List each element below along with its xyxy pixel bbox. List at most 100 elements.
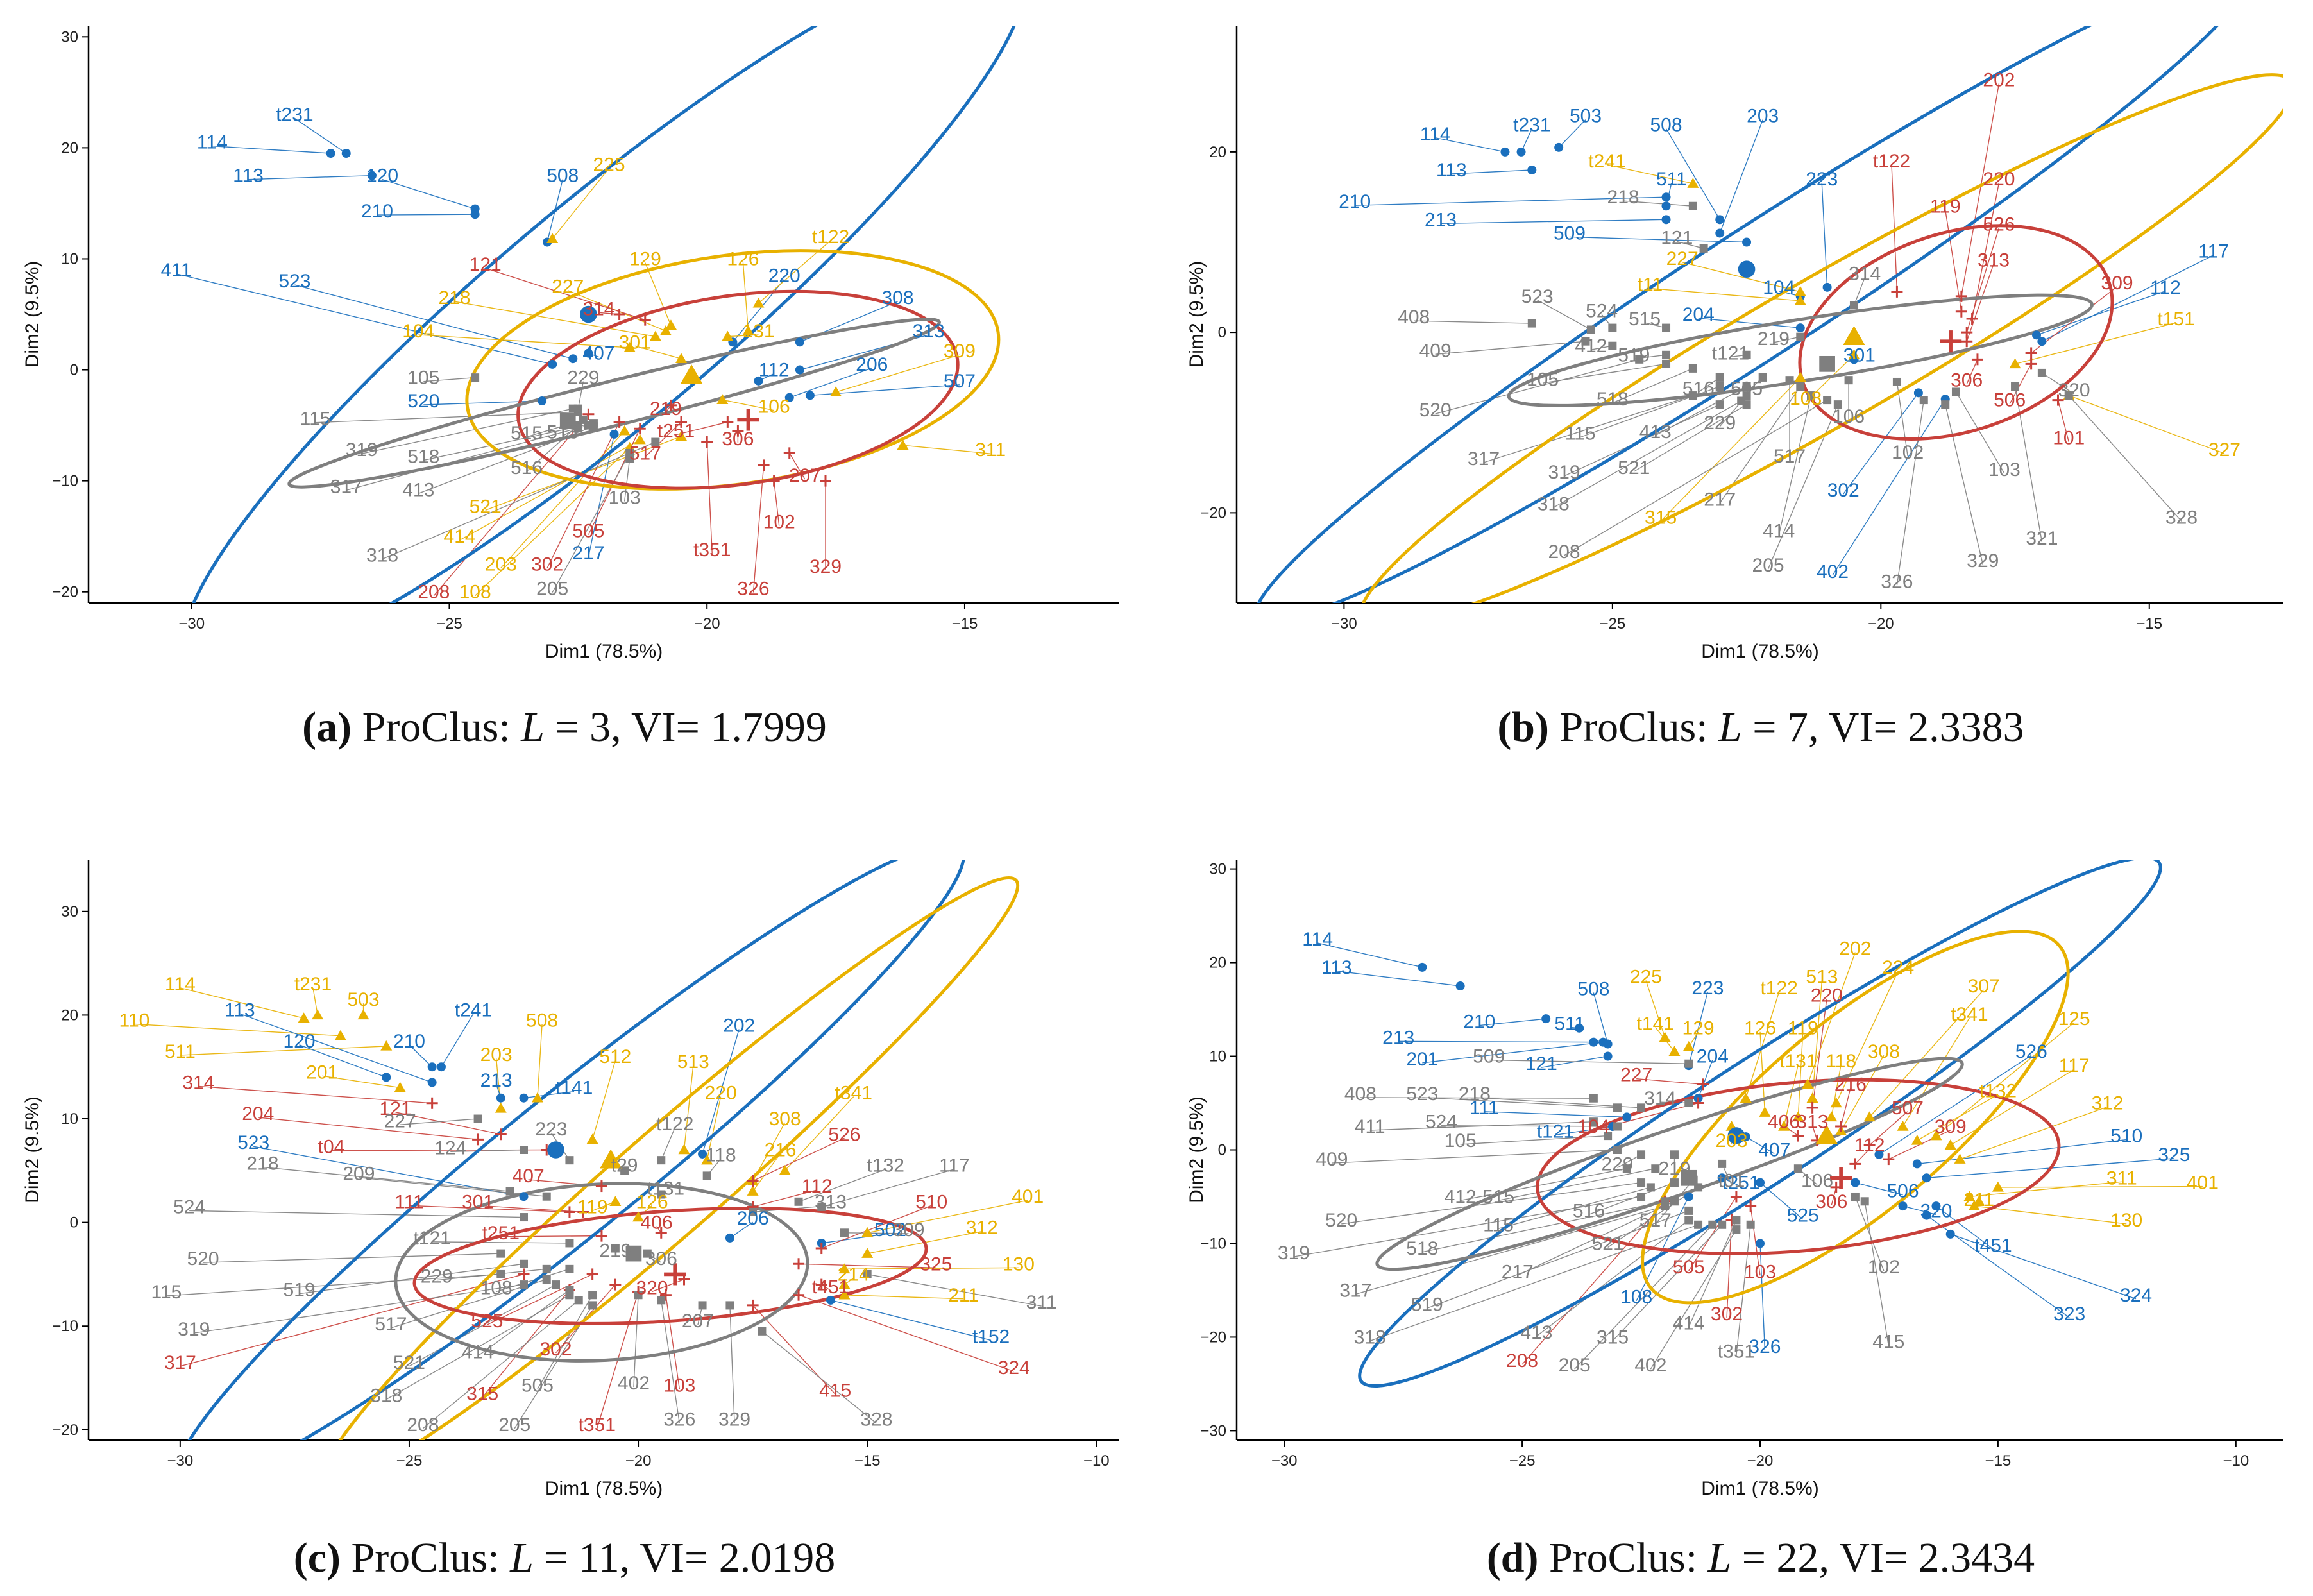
point-marker-gold — [678, 1144, 690, 1155]
label-connector — [645, 421, 682, 457]
point-label: 326 — [1749, 1336, 1781, 1357]
point-label: 120 — [366, 166, 398, 187]
point-marker-gray — [1622, 1164, 1631, 1173]
point-marker-blue — [1622, 1112, 1632, 1122]
point-label: t231 — [294, 974, 332, 995]
x-tick-label: −30 — [167, 1452, 193, 1470]
point-label: 104 — [402, 321, 434, 342]
y-tick-label: 0 — [70, 1214, 78, 1232]
point-label: 521 — [470, 496, 502, 517]
point-label: 505 — [1673, 1257, 1705, 1278]
panel-a: −30 −25 −20 −15 −20 −10 0 10 20 30 Dim1 (78.5%) Dim… — [22, 26, 1119, 751]
label-connector — [359, 1176, 547, 1197]
point-marker-blue — [1922, 1210, 1931, 1220]
label-connector — [665, 1295, 681, 1389]
point-label: 306 — [1951, 370, 1983, 391]
point-marker-gray — [496, 1249, 505, 1258]
label-connector — [1414, 320, 1532, 324]
point-label: 207 — [789, 465, 821, 486]
point-label: 319 — [1278, 1243, 1310, 1264]
point-label: 206 — [737, 1208, 769, 1229]
point-label: 219 — [650, 398, 682, 420]
label-connector — [2068, 395, 2182, 522]
point-marker-gray — [1823, 396, 1832, 405]
label-connector — [1336, 971, 1461, 987]
label-connector — [1688, 991, 1709, 1066]
point-marker-red — [1940, 330, 1962, 353]
point-marker-blue — [1727, 1127, 1745, 1144]
point-marker-gray — [1589, 1117, 1598, 1126]
point-label: 508 — [1650, 115, 1682, 136]
point-label: 121 — [1525, 1053, 1557, 1074]
point-marker-red — [2025, 347, 2037, 359]
label-connector — [1936, 1205, 1994, 1250]
point-label: t141 — [1637, 1013, 1674, 1034]
point-marker-red — [639, 314, 651, 326]
point-marker-red — [613, 416, 625, 428]
point-marker-red — [495, 1128, 507, 1141]
point-label: 209 — [343, 1164, 375, 1185]
point-label: t121 — [1537, 1121, 1574, 1142]
label-connector — [1682, 262, 1800, 293]
point-label: 324 — [998, 1357, 1030, 1379]
cluster-ellipse-gray — [1375, 1057, 1964, 1271]
point-label: 325 — [920, 1253, 952, 1275]
point-marker-gray — [611, 1244, 620, 1253]
label-connector — [294, 117, 347, 154]
point-marker-gold — [1930, 1130, 1942, 1141]
point-marker-gray — [2037, 368, 2046, 377]
label-connector — [1726, 1219, 1733, 1318]
point-label: 315 — [1645, 507, 1677, 528]
point-marker-gold — [1944, 1139, 1956, 1150]
point-label: 526 — [828, 1124, 860, 1145]
label-connector — [1855, 1182, 1903, 1196]
point-marker-gold — [357, 1009, 369, 1020]
point-label: 413 — [402, 479, 434, 500]
x-axis-title: Dim1 (78.5%) — [545, 641, 663, 662]
point-label: 509 — [1554, 223, 1586, 244]
y-tick-label: −20 — [52, 584, 78, 601]
point-marker-blue — [826, 1295, 836, 1305]
point-label: 312 — [966, 1218, 998, 1239]
label-connector — [588, 434, 615, 557]
point-marker-gray — [1662, 323, 1671, 332]
point-marker-gold — [634, 434, 646, 445]
point-marker-gray — [1684, 1216, 1693, 1225]
point-label: 203 — [1747, 106, 1779, 127]
cluster-ellipse-gold — [321, 876, 1020, 1440]
point-label: 314 — [182, 1072, 214, 1093]
point-marker-blue — [1922, 1173, 1931, 1183]
point-marker-blue — [1912, 1159, 1922, 1169]
point-marker-red — [1730, 1191, 1742, 1203]
point-label: t251 — [482, 1223, 520, 1244]
point-marker-gold — [838, 1263, 851, 1274]
point-marker-gray — [1604, 1132, 1613, 1141]
point-label: 409 — [1419, 340, 1452, 361]
point-label: 412 — [1445, 1186, 1477, 1207]
label-connector — [844, 1232, 909, 1234]
point-marker-gray — [1844, 376, 1853, 385]
point-label: 225 — [1630, 966, 1662, 987]
point-marker-gray — [1581, 337, 1590, 346]
point-marker-red — [1697, 1078, 1709, 1091]
label-connector — [1451, 169, 1532, 174]
point-label: 415 — [1872, 1332, 1904, 1353]
point-label: 515 — [511, 423, 543, 444]
label-connector — [1773, 336, 1800, 343]
point-label: t131 — [647, 1178, 684, 1199]
point-marker-gray — [1646, 1183, 1655, 1192]
point-marker-gold — [649, 330, 661, 341]
point-label: 218 — [438, 287, 470, 309]
point-label: 318 — [1538, 493, 1570, 514]
point-marker-gray — [1732, 1225, 1741, 1234]
label-connector — [487, 1273, 593, 1325]
label-connector — [773, 480, 780, 526]
label-connector — [1832, 398, 1946, 576]
point-label: t231 — [276, 104, 313, 125]
label-connector — [1843, 392, 1919, 495]
point-marker-red — [518, 1268, 530, 1280]
point-label: 402 — [1634, 1355, 1666, 1376]
point-marker-gray — [794, 1197, 803, 1206]
label-connector — [1422, 1041, 1604, 1064]
label-connector — [180, 1273, 524, 1367]
